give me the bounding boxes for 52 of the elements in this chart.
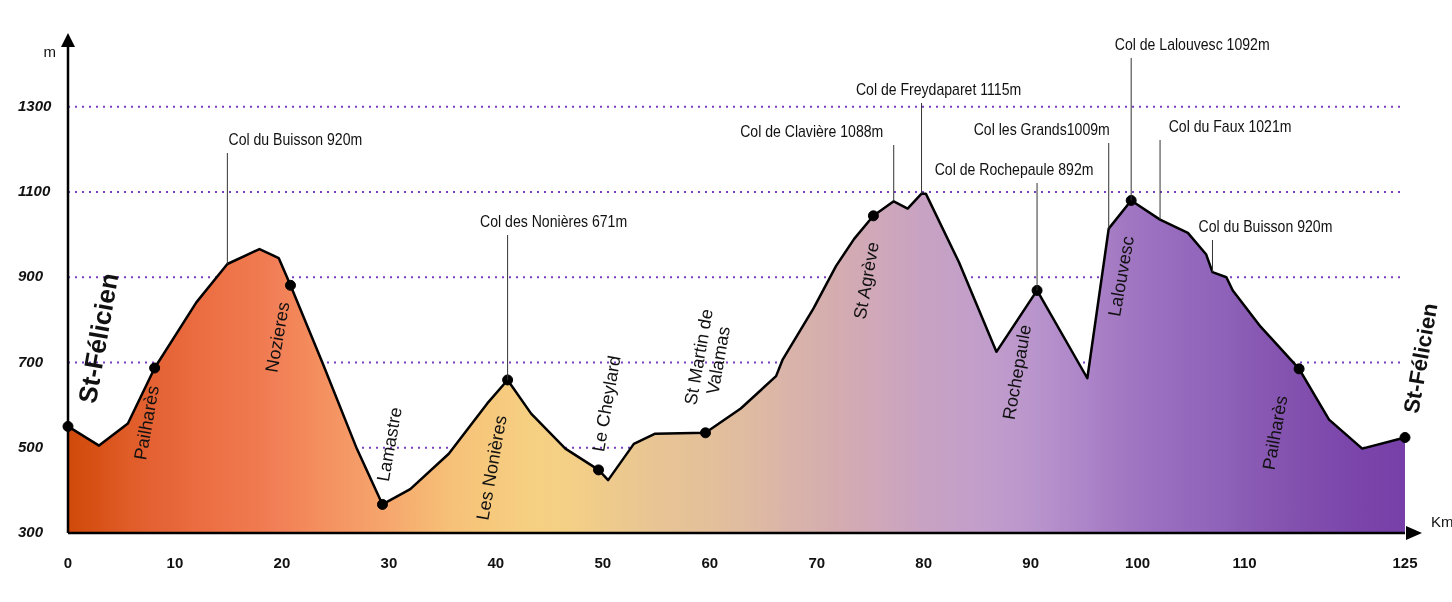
point — [149, 362, 161, 374]
y-tick-label: 700 — [18, 352, 44, 370]
annotation: St-Félicien — [1398, 301, 1443, 416]
annotation: Col de Freydaparet 1115m — [855, 80, 1022, 99]
annotation: Les Nonières — [472, 413, 511, 522]
x-tick-label: 110 — [1232, 554, 1257, 572]
x-axis-title: Km — [1431, 513, 1452, 531]
point — [867, 210, 879, 222]
annotation: Rochepaule — [998, 323, 1036, 422]
annotation: Lamastre — [373, 405, 406, 483]
x-tick-label: 0 — [63, 554, 73, 572]
annotation: Col du Buisson 920m — [228, 130, 363, 149]
y-tick-label: 1100 — [18, 182, 51, 200]
annotation: Nozieres — [261, 300, 294, 374]
x-tick-label: 20 — [273, 554, 291, 572]
x-tick-label: 80 — [915, 554, 933, 572]
point — [284, 279, 296, 291]
y-tick-label: 1300 — [18, 96, 53, 114]
x-tick-label: 50 — [594, 554, 612, 572]
annotation: Pailharès — [1258, 394, 1292, 472]
point — [1125, 194, 1137, 206]
y-tick-label: 500 — [18, 437, 44, 455]
annotation: Col de Clavière 1088m — [740, 122, 884, 141]
x-tick-label: 40 — [487, 554, 505, 572]
annotation: Col de Rochepaule 892m — [934, 160, 1094, 179]
x-tick-label: 125 — [1392, 554, 1418, 572]
x-tick-label: 100 — [1125, 554, 1151, 572]
y-axis-title: m — [43, 43, 56, 61]
y-tick-label: 900 — [18, 267, 44, 285]
point — [1293, 363, 1305, 375]
point — [376, 498, 388, 510]
point — [1399, 432, 1411, 444]
point — [593, 464, 605, 476]
point — [502, 374, 514, 386]
x-tick-label: 10 — [166, 554, 184, 572]
annotation: Col de Lalouvesc 1092m — [1114, 35, 1270, 54]
annotation: Col les Grands1009m — [973, 120, 1110, 139]
x-tick-label: 70 — [808, 554, 826, 572]
annotation: Col des Nonières 671m — [480, 212, 628, 231]
x-tick-label: 60 — [701, 554, 719, 572]
x-tick-label: 30 — [380, 554, 398, 572]
annotation: St-Félicien — [72, 270, 125, 406]
annotation: Col du Faux 1021m — [1168, 117, 1292, 136]
y-tick-label: 300 — [18, 523, 44, 541]
annotation: Pailharès — [130, 384, 163, 462]
point — [699, 427, 711, 439]
annotation: St Agrève — [849, 240, 884, 321]
x-tick-label: 90 — [1022, 554, 1039, 572]
annotation: Col du Buisson 920m — [1198, 217, 1333, 236]
annotation: Lalouvesc — [1104, 234, 1139, 318]
annotation: Le Cheylard — [588, 354, 625, 454]
annotation: St Martin de Valamas — [680, 307, 735, 407]
